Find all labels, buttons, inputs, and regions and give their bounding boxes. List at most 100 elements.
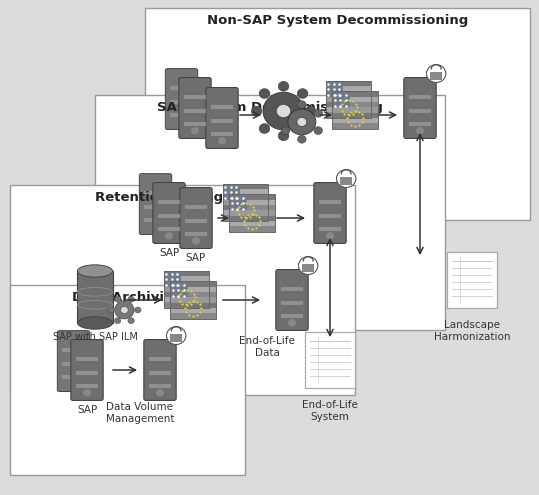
Bar (158, 213, 180, 218)
FancyBboxPatch shape (10, 185, 355, 395)
Bar (63, 362, 85, 366)
Text: SAP: SAP (159, 248, 179, 258)
Circle shape (278, 81, 289, 91)
Circle shape (288, 319, 296, 327)
Circle shape (326, 232, 334, 240)
Circle shape (259, 124, 270, 134)
FancyBboxPatch shape (153, 183, 185, 244)
FancyBboxPatch shape (180, 188, 212, 248)
Bar (164, 302, 210, 308)
Bar (430, 72, 442, 80)
Circle shape (156, 389, 164, 396)
Circle shape (263, 92, 304, 130)
Circle shape (115, 301, 134, 319)
Bar (326, 102, 371, 107)
Bar (319, 227, 341, 231)
Circle shape (251, 106, 262, 116)
Bar (281, 300, 303, 304)
Bar (223, 215, 268, 221)
Bar (223, 189, 268, 194)
Bar (229, 200, 275, 205)
Bar (170, 334, 182, 342)
Circle shape (281, 127, 290, 135)
Circle shape (70, 380, 78, 388)
Bar (170, 297, 216, 302)
Bar (184, 108, 206, 112)
Text: Non-SAP System Decommissioning: Non-SAP System Decommissioning (207, 14, 468, 27)
Circle shape (298, 135, 306, 143)
Bar (78, 271, 113, 323)
Bar (332, 92, 378, 129)
Bar (170, 292, 216, 297)
Circle shape (259, 89, 270, 99)
Bar (223, 184, 240, 199)
FancyBboxPatch shape (314, 183, 346, 244)
Bar (170, 282, 216, 319)
Circle shape (128, 297, 134, 302)
Bar (149, 384, 171, 388)
Bar (223, 184, 268, 221)
FancyBboxPatch shape (140, 174, 172, 235)
Bar (211, 119, 233, 123)
Bar (170, 313, 216, 319)
Bar (184, 95, 206, 99)
Bar (332, 102, 378, 107)
Bar (158, 227, 180, 231)
Bar (76, 371, 98, 375)
Ellipse shape (78, 317, 113, 329)
Circle shape (288, 109, 316, 135)
Bar (332, 107, 378, 113)
FancyBboxPatch shape (276, 270, 308, 331)
Circle shape (191, 127, 199, 135)
Bar (223, 199, 268, 205)
FancyBboxPatch shape (71, 340, 103, 400)
Bar (164, 287, 210, 292)
Circle shape (314, 109, 322, 117)
Bar (229, 221, 275, 226)
Bar (170, 113, 193, 117)
FancyBboxPatch shape (95, 95, 445, 330)
Circle shape (114, 297, 121, 302)
Circle shape (299, 257, 318, 275)
FancyBboxPatch shape (57, 331, 89, 392)
Bar (158, 200, 180, 204)
Bar (409, 95, 431, 99)
Bar (185, 205, 207, 209)
Bar (229, 195, 246, 210)
Circle shape (151, 223, 160, 231)
Bar (164, 297, 210, 302)
Bar (326, 91, 371, 97)
Circle shape (314, 127, 322, 135)
Bar (340, 177, 352, 185)
Circle shape (218, 137, 226, 145)
Bar (184, 122, 206, 126)
Circle shape (297, 89, 308, 99)
Text: SAP: SAP (186, 253, 206, 263)
Circle shape (177, 118, 185, 126)
Bar (170, 99, 193, 103)
Bar (164, 281, 210, 287)
Text: Data Volume
Management: Data Volume Management (106, 402, 174, 424)
Bar (326, 112, 371, 118)
FancyBboxPatch shape (447, 252, 497, 308)
Bar (302, 264, 314, 272)
Circle shape (108, 307, 114, 313)
Text: Retention Management: Retention Management (95, 191, 270, 204)
Bar (332, 123, 378, 129)
Bar (170, 308, 216, 313)
Bar (229, 205, 275, 210)
Text: SAP System Decommissioning: SAP System Decommissioning (157, 101, 383, 114)
Text: Data Archiving: Data Archiving (72, 291, 183, 304)
Bar (332, 113, 378, 118)
Bar (409, 122, 431, 126)
Bar (76, 357, 98, 361)
Circle shape (416, 127, 424, 135)
Bar (76, 384, 98, 388)
Text: SAP: SAP (77, 405, 97, 415)
FancyBboxPatch shape (145, 8, 530, 220)
Bar (223, 210, 268, 215)
FancyBboxPatch shape (10, 285, 245, 475)
Bar (229, 195, 275, 200)
Text: End-of-Life
System: End-of-Life System (302, 400, 358, 422)
Bar (164, 292, 210, 297)
